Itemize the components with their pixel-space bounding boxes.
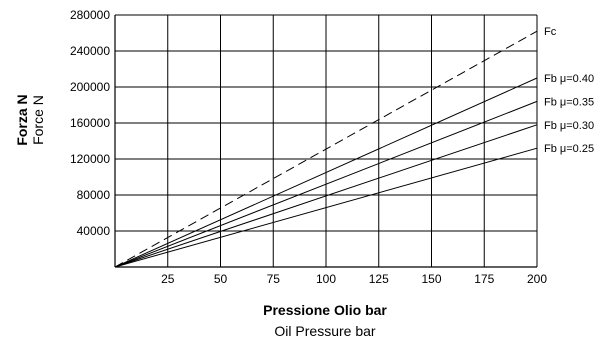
y-axis-label-english: Force N — [30, 95, 46, 145]
axes — [114, 15, 537, 268]
series-label: Fb μ=0.40 — [544, 73, 594, 85]
series-line — [114, 100, 538, 268]
y-tick-label: 40000 — [77, 224, 111, 238]
series-label: Fb μ=0.35 — [544, 96, 594, 108]
y-tick-label: 80000 — [77, 188, 111, 202]
y-axis-label: Forza N Force N — [14, 40, 46, 200]
series-label: Fb μ=0.25 — [544, 143, 594, 155]
y-tick-label: 280000 — [70, 8, 110, 22]
series-labels: Fc Fb μ=0.40 Fb μ=0.35 Fb μ=0.30 Fb μ=0.25 — [544, 26, 594, 155]
y-tick-label: 200000 — [70, 80, 110, 94]
x-tick-label: 150 — [421, 272, 441, 286]
grid-lines — [115, 14, 538, 267]
x-tick-label: 100 — [316, 272, 336, 286]
tick-labels: 25 50 75 100 125 150 175 200 40000 80000 120000 160… — [70, 8, 547, 286]
series-label: Fb μ=0.30 — [544, 120, 594, 132]
x-tick-label: 50 — [214, 272, 228, 286]
series-label: Fc — [544, 26, 557, 38]
x-tick-label: 75 — [267, 272, 281, 286]
y-tick-label: 120000 — [70, 152, 110, 166]
x-axis-label-italian: Pressione Olio bar — [263, 302, 387, 318]
x-axis-label-english: Oil Pressure bar — [274, 323, 376, 339]
y-tick-label: 240000 — [70, 44, 110, 58]
series-line — [114, 124, 538, 268]
x-tick-label: 125 — [369, 272, 389, 286]
x-tick-label: 25 — [161, 272, 175, 286]
series-line — [114, 30, 538, 268]
series-line — [114, 77, 538, 268]
x-tick-label: 200 — [527, 272, 547, 286]
y-axis-label-italian: Forza N — [14, 94, 30, 146]
y-tick-label: 160000 — [70, 116, 110, 130]
series-line — [114, 147, 538, 268]
series-lines — [114, 30, 538, 268]
x-tick-label: 175 — [474, 272, 494, 286]
